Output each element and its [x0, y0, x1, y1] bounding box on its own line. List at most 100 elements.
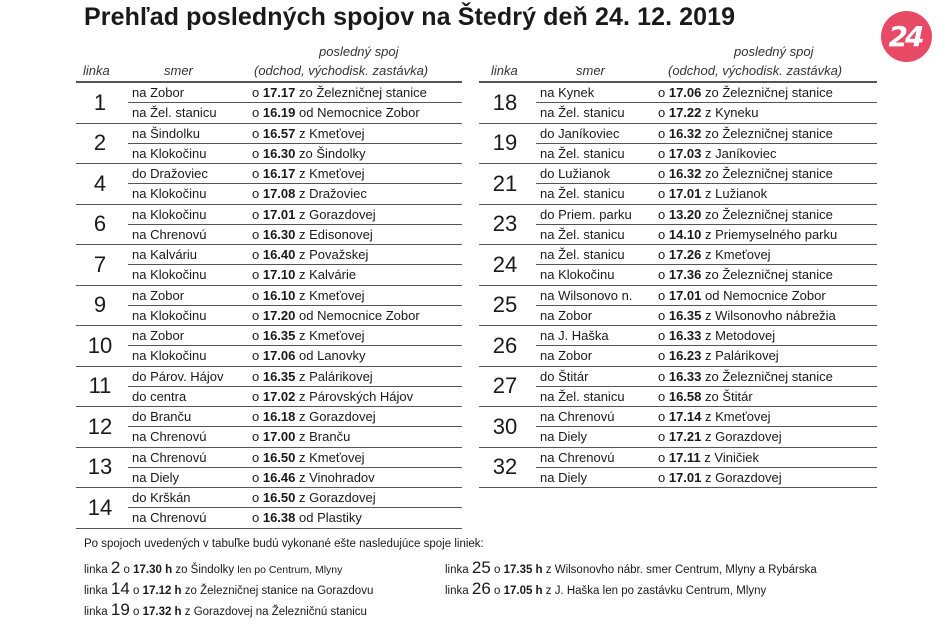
last-connection: o 17.20 od Nemocnice Zobor [252, 308, 420, 323]
departure-time: 16.23 [668, 348, 702, 363]
table-row: na Chrenovú o 16.38 od Plastiky [128, 508, 462, 528]
departure-time: 16.46 [262, 469, 296, 485]
departure-time: 16.19 [262, 105, 296, 120]
origin-stop: z Edisonovej [295, 226, 373, 242]
departure-time: 17.22 [668, 105, 702, 120]
last-connection: o 16.40 z Považskej [252, 247, 368, 262]
table-row: na Žel. stanicu o 14.10 z Priemyselného p… [536, 224, 877, 244]
line-group: 32 na Chrenovú o 17.11 z Viničiek na Diely o… [479, 448, 877, 488]
table-row: na Zobor o 16.35 z Wilsonovho nábrežia [536, 305, 877, 325]
page-title: Prehľad posledných spojov na Štedrý deň … [84, 3, 736, 31]
departure-time: 17.14 [668, 409, 702, 424]
at-label: o [252, 409, 263, 424]
departure-time: 16.33 [668, 368, 702, 384]
last-connection: o 17.06 od Lanovky [252, 348, 366, 363]
schedule-table-left: linka smer posledný spoj (odchod, východ… [76, 39, 462, 529]
at-label: o [658, 226, 669, 242]
direction: na Diely [540, 429, 587, 444]
last-connection: o 16.19 od Nemocnice Zobor [252, 105, 420, 120]
last-connection: o 16.10 z Kmeťovej [252, 288, 365, 303]
line-group: 4 do Dražoviec o 16.17 z Kmeťovej na Klokoč… [76, 164, 462, 205]
last-connection: o 16.46 z Vinohradov [252, 470, 375, 485]
direction: na Klokočinu [132, 348, 207, 363]
origin-stop: z Viničiek [700, 449, 759, 465]
last-connection: o 17.01 od Nemocnice Zobor [658, 288, 826, 303]
line-number: 9 [93, 292, 107, 317]
direction: na Žel. stanicu [132, 105, 217, 120]
note-prefix: linka [445, 585, 472, 597]
origin-stop: od Nemocnice Zobor [295, 307, 420, 323]
table-row: na Klokočinu o 17.01 z Gorazdovej [128, 205, 462, 225]
note-time: 17.32 h [142, 606, 182, 618]
direction: na Chrenovú [132, 226, 207, 242]
at-label: o [658, 388, 669, 404]
at-label: o [252, 348, 263, 363]
departure-time: 16.32 [668, 166, 702, 181]
at-label: o [658, 105, 669, 120]
last-connection: o 16.32 zo Železničnej stanice [658, 166, 833, 181]
last-connection: o 17.01 z Gorazdovej [658, 470, 782, 485]
origin-stop: zo Železničnej stanice [701, 166, 833, 181]
table-body: 18 na Kynek o 17.06 zo Železničnej stanice… [479, 83, 877, 488]
departure-time: 17.11 [668, 449, 701, 465]
direction: na Klokočinu [540, 267, 615, 282]
origin-stop: z Párovských Hájov [295, 388, 414, 404]
line-group: 30 na Chrenovú o 17.14 z Kmeťovej na Diely o… [479, 407, 877, 448]
direction: na Chrenovú [540, 409, 615, 424]
note-text: zo Železničnej stanice na Gorazdovu [181, 585, 374, 597]
line-group: 24 na Žel. stanicu o 17.26 z Kmeťovej na Kl… [479, 245, 877, 286]
logo-text: 24 [888, 20, 925, 53]
origin-stop: z Branču [295, 429, 351, 444]
last-connection: o 16.17 z Kmeťovej [252, 166, 365, 181]
table-row: na Žel. stanicu o 16.58 zo Štitár [536, 386, 877, 406]
departure-time: 17.17 [262, 85, 296, 100]
note-time: 17.05 h [503, 585, 543, 597]
at-label: o [252, 267, 263, 282]
at-label: o [658, 469, 669, 485]
table-row: na Chrenovú o 17.14 z Kmeťovej [536, 407, 877, 427]
table-row: na Žel. stanicu o 17.01 z Lužianok [536, 184, 877, 204]
at-label: o [252, 166, 263, 181]
departure-time: 16.35 [262, 368, 296, 384]
header-linka: linka [491, 63, 518, 78]
at-label: o [252, 490, 263, 505]
origin-stop: od Nemocnice Zobor [295, 105, 420, 120]
line-group: 9 na Zobor o 16.10 z Kmeťovej na Klokočinu o… [76, 286, 462, 326]
at-label: o [252, 449, 263, 465]
line-group: 6 na Klokočinu o 17.01 z Gorazdovej na Chre… [76, 205, 462, 245]
last-connection: o 13.20 zo Železničnej stanice [658, 207, 833, 222]
at-label: o [252, 226, 263, 242]
at-label: o [658, 449, 669, 465]
departure-time: 17.20 [262, 307, 296, 323]
note-item: linka 14 o 17.12 h zo Železničnej stanic… [84, 579, 373, 599]
last-connection: o 16.32 zo Železničnej stanice [658, 126, 833, 141]
direction: na Wilsonovo n. [540, 287, 633, 303]
last-connection: o 16.30 zo Šindolky [252, 146, 365, 161]
direction: na Zobor [132, 287, 185, 303]
line-group: 7 na Kalváriu o 16.40 z Považskej na Klokoč… [76, 245, 462, 286]
departure-time: 16.50 [262, 449, 296, 465]
origin-stop: zo Železničnej stanice [295, 85, 427, 100]
at-label: o [658, 307, 669, 323]
at-label: o [252, 469, 263, 485]
origin-stop: od Nemocnice Zobor [701, 287, 826, 303]
table-row: do Janíkoviec o 16.32 zo Železničnej stan… [536, 124, 877, 144]
note-prefix: linka [84, 606, 111, 618]
table-row: na Wilsonovo n. o 17.01 od Nemocnice Zobo… [536, 286, 877, 306]
line-number: 4 [93, 170, 107, 196]
direction: na J. Haška [540, 328, 609, 343]
table-row: do Krškán o 16.50 z Gorazdovej [128, 488, 462, 508]
last-connection: o 16.30 z Edisonovej [252, 227, 373, 242]
at-label: o [252, 145, 263, 161]
at-label: o [658, 287, 669, 303]
note-line-number: 26 [471, 579, 491, 598]
departure-time: 17.01 [668, 186, 702, 201]
table-row: na Klokočinu o 16.30 zo Šindolky [128, 143, 462, 163]
origin-stop: zo Železničnej stanice [701, 125, 833, 141]
line-number: 30 [492, 413, 518, 439]
last-connection: o 17.03 z Janíkoviec [658, 146, 777, 161]
origin-stop: z Palárikovej [295, 368, 373, 384]
at-label: o [252, 388, 263, 404]
table-row: do Párov. Hájov o 16.35 z Palárikovej [128, 367, 462, 387]
origin-stop: zo Šindolky [295, 145, 366, 161]
